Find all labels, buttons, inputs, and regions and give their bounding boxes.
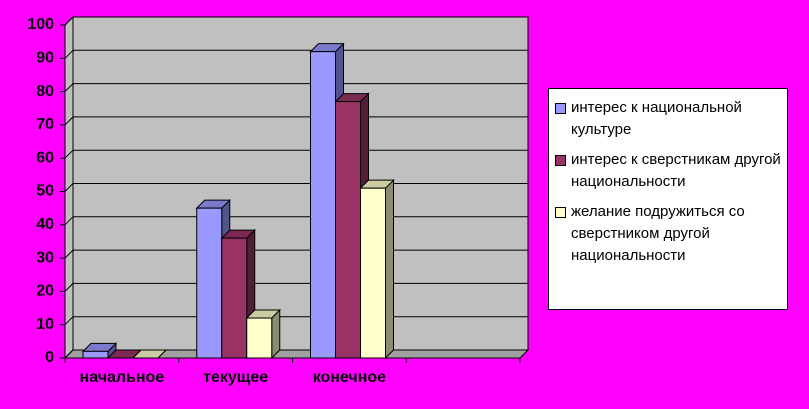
bar-top: [131, 349, 168, 359]
y-tick-label: 60: [36, 149, 54, 166]
bar: [335, 101, 361, 359]
legend-swatch: [555, 207, 566, 218]
grid-line: [64, 16, 74, 26]
grid-line: [64, 249, 74, 259]
bar: [221, 237, 248, 359]
legend-label: интерес к национальной культуре: [571, 99, 742, 138]
x-tick-label: текущее: [203, 369, 268, 386]
bar: [82, 350, 109, 359]
y-tick-label: 80: [36, 83, 54, 100]
y-tick-label: 0: [45, 349, 54, 366]
bar-side: [385, 178, 394, 360]
grid-line: [64, 116, 74, 126]
bar: [310, 51, 336, 359]
grid-line: [64, 149, 74, 159]
grid-line: [64, 316, 74, 326]
y-tick-label: 20: [36, 283, 54, 300]
y-tick-label: 30: [36, 249, 54, 266]
legend-entry: интерес к национальной культуре: [555, 97, 781, 141]
grid-line: [64, 283, 74, 292]
y-tick-label: 50: [36, 183, 54, 200]
y-tick-label: 10: [36, 316, 54, 333]
bar: [360, 187, 386, 359]
x-tick-label: начальное: [80, 369, 165, 386]
y-tick-label: 90: [36, 50, 54, 67]
legend-swatch: [555, 103, 566, 114]
legend-entry: интерес к сверстникам другой национально…: [555, 149, 781, 193]
legend-label: желание подружиться со сверстником друго…: [571, 203, 745, 264]
legend-entry: желание подружиться со сверстником друго…: [555, 201, 781, 267]
grid-line: [64, 349, 74, 359]
y-tick-label: 40: [36, 216, 54, 233]
y-tick-label: 100: [27, 16, 54, 33]
bar: [246, 317, 273, 359]
grid-line: [64, 83, 74, 92]
grid-line: [64, 216, 74, 226]
bar: [196, 207, 223, 359]
grid-line: [64, 49, 74, 59]
x-tick-label: конечное: [313, 369, 386, 386]
y-tick-label: 70: [36, 116, 54, 133]
legend: интерес к национальной культуре интерес к…: [548, 88, 788, 310]
legend-label: интерес к сверстникам другой национально…: [571, 151, 781, 190]
grid-line: [64, 183, 74, 192]
legend-swatch: [555, 155, 566, 166]
